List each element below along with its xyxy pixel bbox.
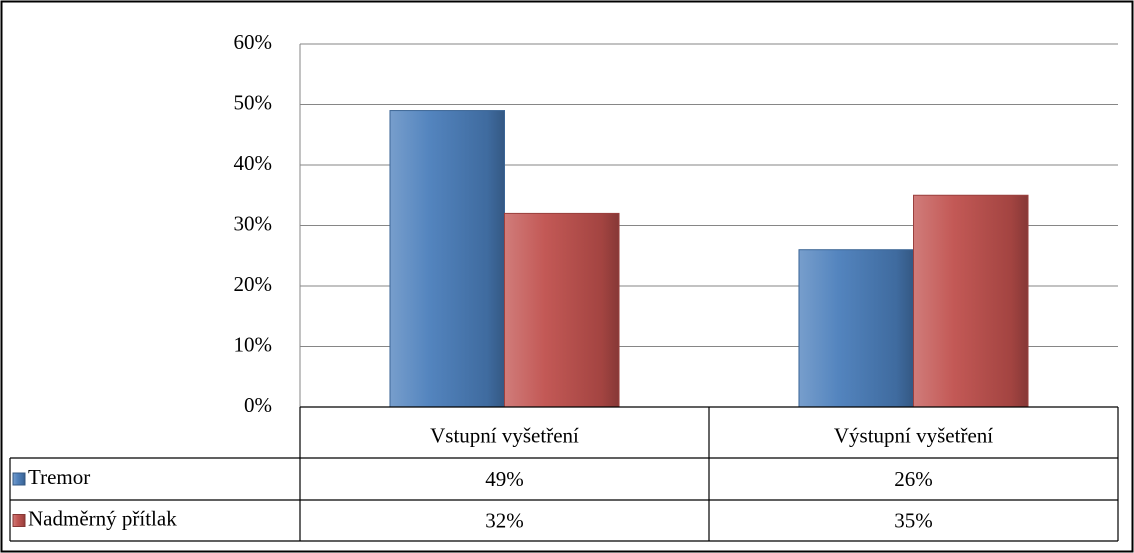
legend-key	[12, 514, 26, 527]
legend-label: Nadměrný přítlak	[28, 506, 177, 530]
bar	[389, 110, 506, 408]
y-tick-label: 50%	[234, 90, 273, 114]
value-label: 26%	[894, 467, 933, 491]
y-tick-label: 60%	[234, 30, 273, 54]
y-tick-label: 10%	[234, 332, 273, 356]
legend-label: Tremor	[28, 465, 90, 489]
y-tick-label: 0%	[244, 393, 272, 417]
y-tick-label: 40%	[234, 151, 273, 175]
x-tick-label: Vstupní vyšetření	[430, 423, 579, 447]
y-tick-label: 20%	[234, 272, 273, 296]
value-label: 35%	[894, 508, 933, 532]
bar	[913, 194, 1029, 408]
value-label: 32%	[485, 508, 524, 532]
bar	[798, 249, 914, 408]
bar	[504, 212, 620, 408]
value-label: 49%	[485, 467, 524, 491]
x-tick-label: Výstupní vyšetření	[834, 423, 993, 447]
y-tick-label: 30%	[234, 211, 273, 235]
legend-key	[12, 472, 26, 486]
